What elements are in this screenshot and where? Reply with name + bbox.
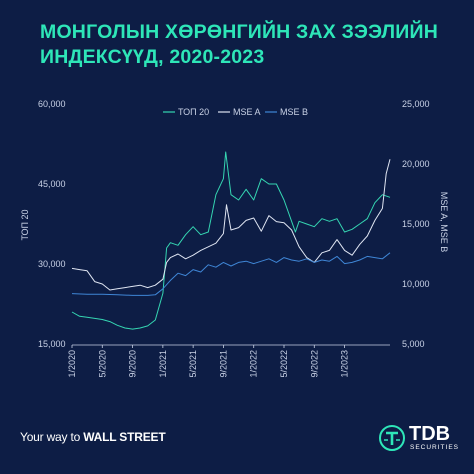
chart-axes: 15,000 30,000 45,000 60,000 5,000 10,000 15,00… (20, 99, 449, 378)
y-right-axis-label: MSE A, MSE B (439, 192, 449, 253)
tagline-bold: WALL STREET (83, 430, 166, 444)
y-left-tick-label: 30,000 (38, 259, 66, 269)
series-line-3 (71, 252, 391, 296)
x-tick-label: 5/2021 (188, 350, 198, 378)
y-left-tick-label: 60,000 (38, 99, 66, 109)
legend-label: MSE A (233, 107, 261, 117)
tagline-prefix: Your way to (20, 430, 84, 444)
logo-brand-sub: SECURITIES (410, 444, 460, 451)
legend-label: ТОП 20 (178, 107, 209, 117)
x-tick-label: 1/2020 (67, 350, 77, 378)
y-right-tick-label: 10,000 (402, 279, 430, 289)
footer-tagline: Your way to WALL STREET (20, 430, 166, 444)
y-right-tick-label: 20,000 (402, 159, 430, 169)
logo-emblem-icon (379, 425, 405, 451)
logo-brand: TDB (409, 423, 451, 445)
x-tick-label: 5/2020 (97, 350, 107, 378)
y-right-tick-label: 15,000 (402, 219, 430, 229)
legend-label: MSE B (280, 107, 308, 117)
chart-title: МОНГОЛЫН ХӨРӨНГИЙН ЗАХ ЗЭЭЛИЙН ИНДЕКСҮҮД… (40, 20, 440, 70)
x-tick-label: 5/2022 (279, 350, 289, 378)
x-tick-label: 1/2023 (340, 350, 350, 378)
y-right-tick-label: 25,000 (402, 99, 430, 109)
x-tick-label: 9/2022 (309, 350, 319, 378)
x-tick-label: 1/2021 (158, 350, 168, 378)
series-line-1 (71, 151, 391, 330)
chart-series (71, 151, 391, 330)
x-tick-label: 9/2021 (218, 350, 228, 378)
y-right-tick-label: 5,000 (402, 339, 425, 349)
y-left-axis-label: ТОП 20 (20, 209, 30, 240)
y-left-tick-label: 45,000 (38, 179, 66, 189)
chart-title-line-1: МОНГОЛЫН ХӨРӨНГИЙН ЗАХ ЗЭЭЛИЙН (40, 21, 438, 43)
y-left-tick-label: 15,000 (38, 339, 66, 349)
series-line-2 (71, 159, 391, 291)
chart-title-line-2: ИНДЕКСҮҮД, 2020-2023 (40, 46, 265, 68)
chart-legend: ТОП 20 MSE A MSE B (163, 107, 308, 117)
x-tick-label: 9/2020 (128, 350, 138, 378)
tdb-securities-logo: TDB SECURITIES (378, 424, 458, 454)
x-tick-label: 1/2022 (249, 350, 259, 378)
